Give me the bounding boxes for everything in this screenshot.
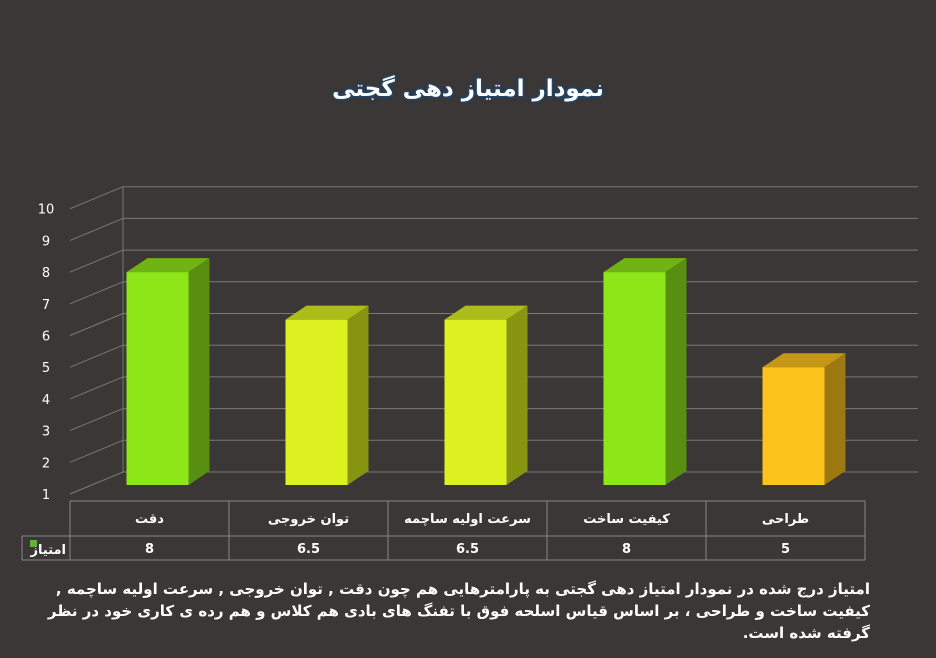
category-label: سرعت اولیه ساچمه: [404, 512, 531, 527]
bar: [762, 367, 825, 485]
value-label: 8: [622, 542, 631, 557]
bar: [126, 272, 189, 485]
value-label: 6.5: [297, 542, 320, 557]
legend-label: امتیاز: [30, 543, 66, 558]
gridline-depth: [69, 439, 124, 463]
category-label: دقت: [135, 512, 164, 527]
gridline-depth: [69, 408, 124, 432]
gridline-depth: [69, 376, 124, 400]
gridline-depth: [69, 281, 124, 305]
bar-top: [603, 258, 687, 273]
legend-swatch: [30, 540, 37, 547]
gridline-depth: [69, 249, 124, 273]
gridline-depth: [69, 217, 124, 241]
bar: [603, 272, 666, 485]
y-tick-label: 9: [42, 234, 50, 249]
y-tick-label: 8: [42, 266, 50, 281]
bar-top: [285, 305, 369, 320]
bar: [444, 319, 507, 485]
y-tick-label: 4: [42, 393, 50, 408]
bar-top: [126, 258, 210, 273]
value-label: 6.5: [456, 542, 479, 557]
bar-side: [347, 305, 369, 485]
gridline-depth: [69, 186, 124, 210]
bar-side: [824, 353, 846, 485]
bar-top: [762, 353, 846, 368]
y-tick-label: 6: [42, 330, 50, 345]
category-label: طراحی: [762, 512, 809, 527]
gridline-depth: [69, 471, 124, 495]
y-tick-label: 1: [42, 488, 50, 503]
y-tick-label: 10: [38, 203, 55, 218]
category-label: توان خروجی: [268, 512, 349, 527]
category-label: کیفیت ساخت: [583, 512, 670, 527]
y-tick-label: 2: [42, 456, 50, 471]
y-tick-label: 7: [42, 298, 50, 313]
bar-side: [506, 305, 528, 485]
bar-side: [188, 258, 210, 485]
gridline-depth: [69, 344, 124, 368]
y-tick-label: 3: [42, 425, 50, 440]
value-label: 5: [781, 542, 790, 557]
bar-top: [444, 305, 528, 320]
gridline-depth: [69, 313, 124, 336]
y-tick-label: 5: [42, 361, 50, 376]
value-label: 8: [145, 542, 154, 557]
bar-side: [665, 258, 687, 485]
bar: [285, 319, 348, 485]
chart-title: نمودار امتیاز دهی گجتی: [332, 76, 604, 102]
chart-description: امتیاز درج شده در نمودار امتیاز دهی گجتی…: [47, 580, 870, 642]
